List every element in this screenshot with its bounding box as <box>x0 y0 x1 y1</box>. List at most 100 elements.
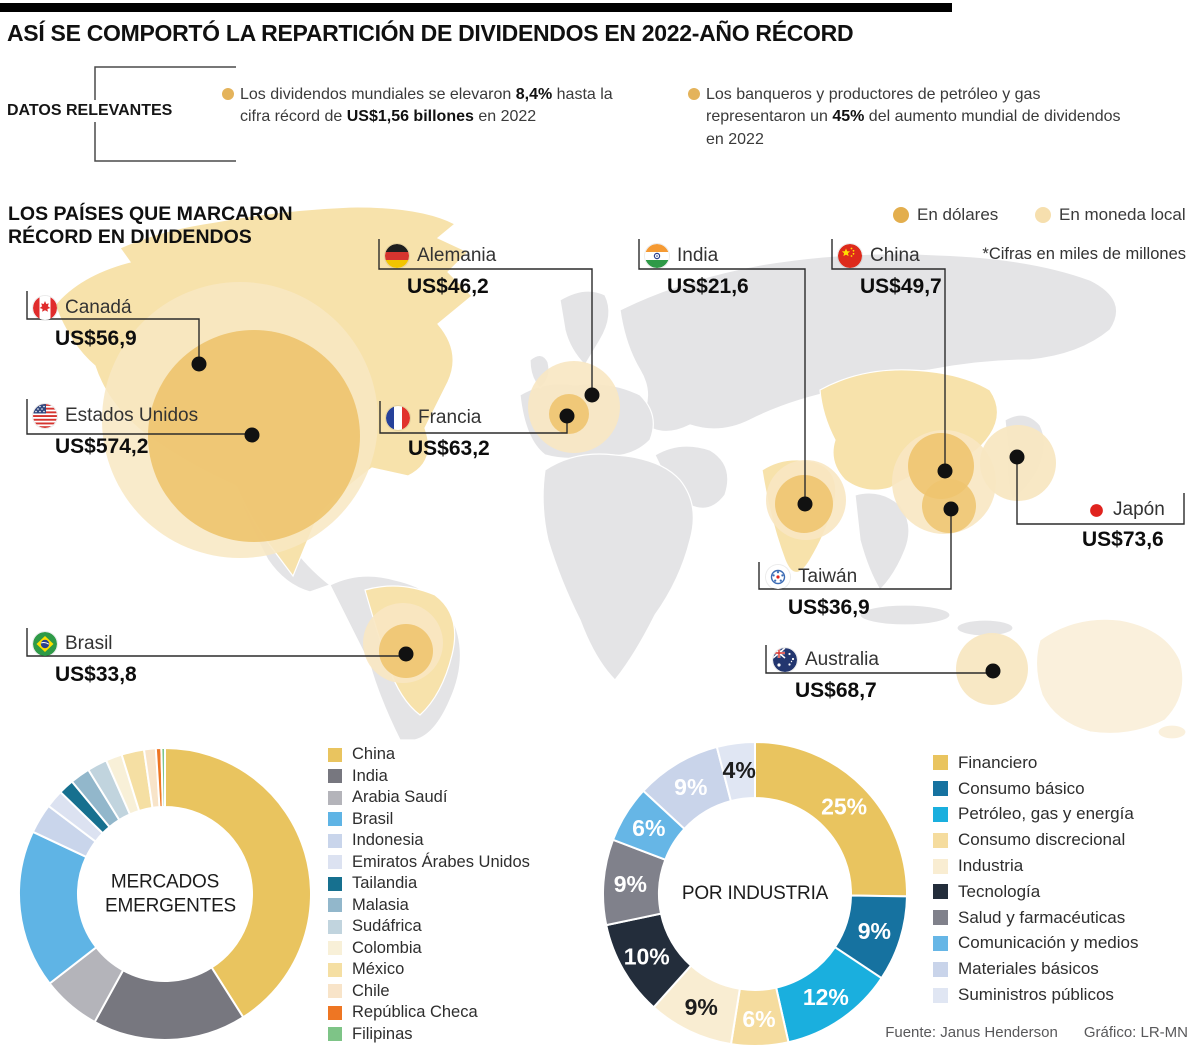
local-currency-dot-icon <box>1035 207 1051 223</box>
country-value: US$574,2 <box>55 435 149 458</box>
slice-percent-label: 25% <box>821 793 867 819</box>
legend-label: Indonesia <box>352 831 424 850</box>
fact-item: Los dividendos mundiales se elevaron 8,4… <box>240 86 613 126</box>
connector-france <box>379 401 568 434</box>
legend-item: Materiales básicos <box>933 956 1138 982</box>
source-credit: Fuente: Janus Henderson <box>885 1024 1058 1041</box>
legend-item: República Checa <box>328 1002 530 1024</box>
legend-swatch-icon <box>933 858 948 874</box>
footer: Fuente: Janus Henderson Gráfico: LR-MN <box>885 1024 1188 1041</box>
country-value: US$33,8 <box>55 663 137 686</box>
flag-australia-icon <box>773 648 797 672</box>
map-heading-line2: RÉCORD EN DIVIDENDOS <box>8 226 252 248</box>
country-name: Canadá <box>65 297 132 318</box>
connector-india <box>638 239 806 502</box>
slice-percent-label: 4% <box>723 757 756 783</box>
callout-taiwan: Taiwán US$36,9 <box>766 563 870 620</box>
country-name: Japón <box>1113 499 1165 520</box>
legend-swatch-icon <box>933 781 948 797</box>
legend-swatch-icon <box>933 910 948 926</box>
landmass-se-asia <box>854 492 910 591</box>
industry-legend: Financiero Consumo básico Petróleo, gas y … <box>933 750 1138 1008</box>
dot-germany <box>584 387 600 403</box>
legend-swatch-icon <box>328 833 342 848</box>
connector-usa <box>26 399 252 435</box>
legend-item: Salud y farmacéuticas <box>933 905 1138 931</box>
flag-usa-icon <box>33 404 57 428</box>
legend-swatch-icon <box>328 855 342 870</box>
dollars-dot-icon <box>893 207 909 223</box>
flag-japan-icon <box>1090 503 1103 517</box>
map-dots <box>191 356 1025 679</box>
country-name: Alemania <box>417 245 497 266</box>
country-name: Taiwán <box>798 566 858 587</box>
legend-swatch-icon <box>328 769 342 784</box>
legend-item: Brasil <box>328 809 530 831</box>
landmass-africa <box>542 453 694 681</box>
map-legend-dollars: En dólares <box>893 205 998 225</box>
callout-germany: Alemania US$46,2 <box>385 242 496 299</box>
legend-swatch-icon <box>933 987 948 1003</box>
legend-swatch-icon <box>328 876 342 891</box>
legend-item: Petróleo, gas y energía <box>933 802 1138 828</box>
legend-swatch-icon <box>933 961 948 977</box>
dot-brazil <box>398 646 414 662</box>
callout-india: India US$21,6 <box>645 242 749 299</box>
facts-label: DATOS RELEVANTES <box>7 100 177 122</box>
country-value: US$63,2 <box>408 437 490 460</box>
slice-percent-label: 6% <box>742 1006 775 1032</box>
connector-taiwan <box>758 511 952 590</box>
legend-item: Indonesia <box>328 830 530 852</box>
legend-label: Tailandia <box>352 874 418 893</box>
slice-percent-label: 12% <box>803 984 849 1010</box>
legend-item: Consumo discrecional <box>933 827 1138 853</box>
dot-canada <box>191 356 207 372</box>
flag-taiwan-icon <box>766 565 790 589</box>
slice-percent-label: 9% <box>674 774 707 800</box>
landmass-indonesia-2 <box>956 619 1014 637</box>
legend-label: India <box>352 766 388 785</box>
legend-label: Brasil <box>352 809 394 828</box>
legend-swatch-icon <box>328 1027 342 1042</box>
dot-france <box>559 408 575 424</box>
legend-swatch-icon <box>328 962 342 977</box>
landmass-indonesia <box>859 604 951 626</box>
dot-usa <box>244 427 260 443</box>
legend-label: Sudáfrica <box>352 917 422 936</box>
connector-germany <box>378 239 593 393</box>
map-legend-label: En moneda local <box>1059 205 1186 224</box>
donut-slice-suministros-p-blicos <box>715 740 756 803</box>
country-name: Estados Unidos <box>65 405 199 426</box>
emerging-markets-legend: China India Arabia Saudí Brasil Indonesia Emi… <box>328 744 530 1045</box>
chart-title-text: POR INDUSTRIA <box>681 883 829 905</box>
slice-percent-label: 9% <box>614 871 647 897</box>
legend-swatch-icon <box>933 832 948 848</box>
legend-label: Suministros públicos <box>958 985 1114 1005</box>
legend-item: Filipinas <box>328 1024 530 1046</box>
country-name: India <box>677 245 719 266</box>
donut-slice-financiero <box>754 740 908 898</box>
fact-item: Los banqueros y productores de petróleo … <box>706 86 1121 148</box>
legend-item: Comunicación y medios <box>933 931 1138 957</box>
title-bar <box>0 3 952 12</box>
map-note: *Cifras en miles de millones <box>982 245 1186 263</box>
flag-india-icon <box>645 244 669 268</box>
connector-canada <box>26 291 200 363</box>
country-name: China <box>870 245 920 266</box>
legend-item: India <box>328 766 530 788</box>
country-name: Francia <box>418 407 482 428</box>
legend-swatch-icon <box>933 935 948 951</box>
slice-percent-label: 9% <box>685 994 718 1020</box>
dot-japan <box>1009 449 1025 465</box>
industry-chart-title: POR INDUSTRIA <box>665 882 845 906</box>
map-heading-line1: LOS PAÍSES QUE MARCARON <box>8 203 293 225</box>
landmass-scandinavia <box>559 290 610 366</box>
callout-australia: Australia US$68,7 <box>773 646 879 703</box>
dot-india <box>797 496 813 512</box>
legend-item: Tailandia <box>328 873 530 895</box>
legend-swatch-icon <box>933 884 948 900</box>
country-name: Brasil <box>65 633 113 654</box>
callout-japan: Japón US$73,6 <box>1082 496 1165 552</box>
legend-label: Filipinas <box>352 1024 413 1043</box>
dot-taiwan <box>943 501 959 517</box>
